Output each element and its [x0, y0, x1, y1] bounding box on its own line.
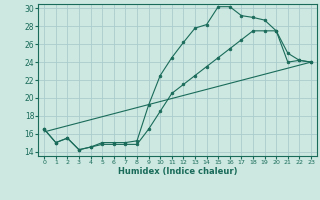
X-axis label: Humidex (Indice chaleur): Humidex (Indice chaleur) — [118, 167, 237, 176]
